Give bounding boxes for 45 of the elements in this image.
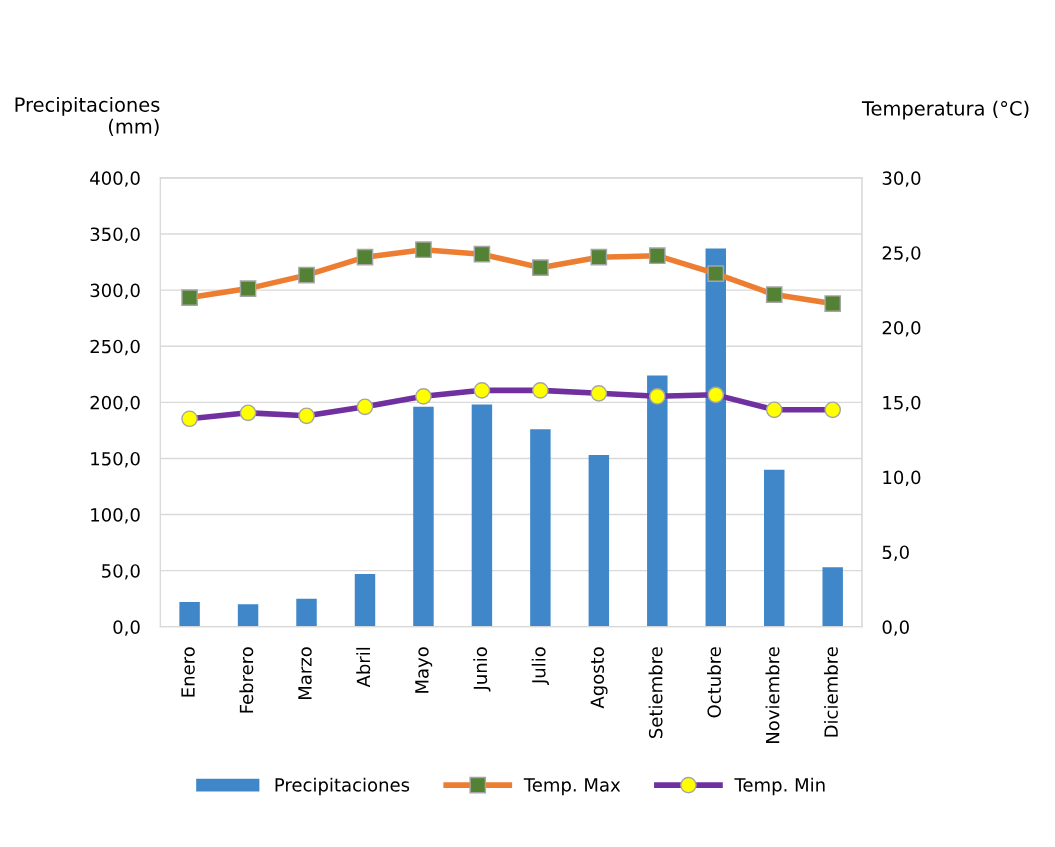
y2-tick-label: 10,0 [883,470,921,487]
bar [764,469,785,627]
bar [705,248,726,627]
y2-tick-label: 0,0 [882,620,909,636]
legend-label: Precipitaciones [275,777,410,796]
bar [588,455,610,627]
y-tick-label: 0,0 [113,620,140,636]
bar [530,429,551,627]
y-tick-label: 100,0 [91,508,140,524]
x-tick-label: Marzo [298,647,312,700]
bar [647,375,668,627]
y-tick-label: 50,0 [102,564,140,580]
x-tick-label: Octubre [707,647,722,718]
y2-tick-label: 20,0 [882,320,921,337]
x-tick-label: Julio [531,647,549,686]
legend-label: Temp. Min [734,777,825,796]
bar [471,404,493,627]
legend-label: Temp. Max [523,778,621,796]
x-tick-label: Agosto [590,647,608,709]
bar [413,406,434,627]
bar [296,598,317,627]
y-tick-label: 400,0 [90,171,140,187]
x-tick-label: Mayo [415,647,433,693]
y-axis-title: Precipitaciones (mm) [15,96,160,136]
x-tick-label: Setiembre [648,647,663,738]
x-tick-label: Abril [356,647,371,688]
y2-tick-label: 15,0 [883,395,921,412]
y-tick-label: 200,0 [90,395,140,412]
bar [179,602,200,627]
y2-tick-label: 25,0 [882,246,921,262]
y-tick-label: 300,0 [90,283,140,300]
x-tick-label: Diciembre [823,647,838,737]
x-tick-label: Junio [473,647,491,692]
bar [822,567,843,627]
y-tick-label: 350,0 [90,227,140,243]
y-tick-label: 250,0 [90,339,140,356]
y2-axis-title: Temperatura (°C) [861,100,1029,120]
x-tick-label: Noviembre [765,647,780,743]
y2-tick-label: 30,0 [882,171,921,187]
y2-tick-label: 5,0 [882,545,909,561]
bar [354,574,376,627]
x-tick-label: Enero [181,647,195,697]
x-tick-label: Febrero [239,647,254,713]
bar [237,604,259,627]
y-tick-label: 150,0 [91,451,140,468]
